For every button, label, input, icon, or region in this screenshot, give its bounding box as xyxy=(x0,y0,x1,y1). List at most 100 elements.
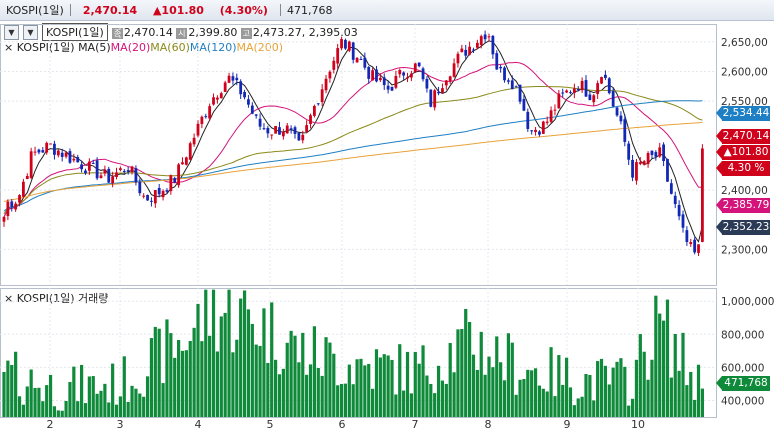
legend-ma20: MA(20) xyxy=(110,41,151,54)
candle-body xyxy=(417,62,421,67)
candle-body xyxy=(289,128,293,130)
volume-bar xyxy=(122,356,126,417)
candle-body xyxy=(316,103,320,105)
x-tick-label: 7 xyxy=(412,418,419,431)
candle-body xyxy=(441,88,444,93)
volume-bar xyxy=(231,352,235,417)
volume-bar xyxy=(138,393,142,417)
volume-bar xyxy=(99,390,103,417)
candle-body xyxy=(270,134,274,136)
volume-bar xyxy=(60,410,64,417)
volume-bar xyxy=(530,370,534,417)
close-icon[interactable]: × xyxy=(4,292,14,305)
volume-bar xyxy=(332,353,336,417)
candle-body xyxy=(677,204,681,217)
candle-body xyxy=(313,105,316,116)
volume-bar xyxy=(471,354,476,417)
price-change-pct: (4.30%) xyxy=(219,3,268,17)
volume-bar xyxy=(254,344,258,417)
candle-body xyxy=(534,129,537,132)
volume-bar xyxy=(456,329,460,417)
candle-body xyxy=(208,106,212,119)
volume-bar xyxy=(596,361,600,417)
candle-body xyxy=(460,48,464,53)
volume-bar xyxy=(68,382,72,417)
volume-bar xyxy=(557,355,561,417)
volume-bar xyxy=(568,387,573,417)
candle-body xyxy=(410,73,413,78)
volume-bar xyxy=(491,367,495,417)
candle-body xyxy=(68,151,72,163)
volume-bar xyxy=(576,398,580,417)
volume-bar xyxy=(169,333,173,417)
legend-symbol: KOSPI(1일) xyxy=(16,41,75,54)
volume-bar xyxy=(266,362,270,417)
volume-bar xyxy=(436,365,441,417)
volume-bar xyxy=(107,402,111,417)
candle-body xyxy=(192,137,196,145)
candle-body xyxy=(25,175,29,180)
candle-body xyxy=(530,130,534,132)
ma20-line xyxy=(3,61,703,218)
volume-bar xyxy=(650,359,654,417)
candle-body xyxy=(382,77,386,86)
volume-bar xyxy=(405,351,410,417)
candle-body xyxy=(107,168,111,183)
candle-body xyxy=(549,110,553,122)
candle-body xyxy=(122,170,126,172)
volume-bar xyxy=(615,361,619,417)
candle-body xyxy=(538,131,541,135)
candle-body xyxy=(557,93,561,109)
volume-bar xyxy=(64,400,68,417)
volume-bar xyxy=(130,385,134,417)
volume-bar xyxy=(654,295,658,417)
candle-body xyxy=(165,190,169,192)
volume-bar xyxy=(409,393,413,417)
volume-bar xyxy=(592,400,596,417)
volume-bar xyxy=(537,385,542,417)
price-change: ▲101.80 xyxy=(152,3,204,17)
volume-bar xyxy=(363,365,367,417)
candle-body xyxy=(111,176,115,184)
volume-bar xyxy=(281,368,285,417)
ma200-line xyxy=(3,121,703,203)
candle-body xyxy=(266,127,270,134)
volume-bar xyxy=(339,383,344,417)
volume-bar xyxy=(483,374,487,417)
volume-bar xyxy=(386,355,390,417)
candle-body xyxy=(138,181,142,194)
volume-bar xyxy=(371,388,375,417)
candle-body xyxy=(262,128,266,130)
candle-body xyxy=(452,63,456,77)
volume-bar xyxy=(374,349,379,417)
candle-body xyxy=(281,131,285,137)
candle-body xyxy=(134,168,138,183)
close-icon[interactable]: × xyxy=(4,41,14,54)
header-volume: 471,768 xyxy=(286,3,333,17)
candle-body xyxy=(437,91,440,94)
candle-body xyxy=(604,74,607,79)
volume-bar xyxy=(25,386,29,417)
volume-bar xyxy=(118,396,122,417)
volume-bar xyxy=(452,372,456,417)
candle-body xyxy=(642,161,646,165)
candle-body xyxy=(188,143,192,160)
candle-body xyxy=(375,69,378,82)
code-input[interactable]: KOSPI(1일) xyxy=(42,23,108,41)
candle-body xyxy=(184,157,188,165)
candle-body xyxy=(390,86,394,91)
volume-bar xyxy=(607,384,611,417)
candle-body xyxy=(522,99,526,111)
candle-body xyxy=(654,152,658,157)
volume-bar xyxy=(196,303,200,417)
volume-bar xyxy=(580,396,584,417)
candle-body xyxy=(623,119,627,142)
candle-body xyxy=(297,132,301,141)
volume-bar xyxy=(277,374,282,417)
candle-body xyxy=(56,150,60,156)
volume-bar xyxy=(522,378,526,417)
volume-bar xyxy=(208,335,212,417)
volume-bar xyxy=(561,384,565,417)
volume-bar xyxy=(347,364,351,417)
